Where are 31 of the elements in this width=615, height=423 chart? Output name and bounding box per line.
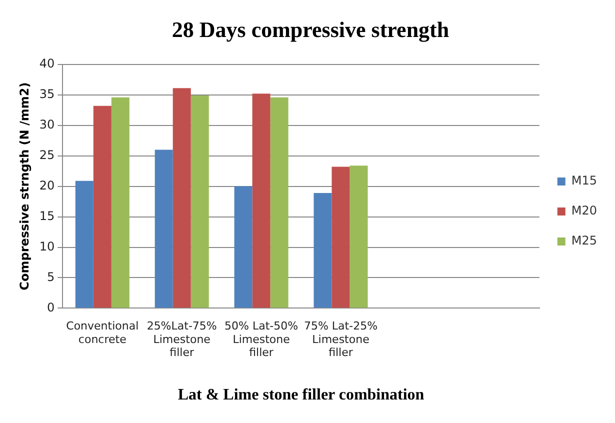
y-tick-label: 5 <box>47 270 55 284</box>
bar <box>350 166 368 308</box>
y-tick-label: 30 <box>39 117 55 132</box>
x-tick-label: Conventional concrete <box>66 320 139 346</box>
y-tick-label: 10 <box>39 239 55 254</box>
y-tick-label: 0 <box>47 300 55 314</box>
bar <box>172 88 191 308</box>
y-tick-label: 25 <box>39 148 55 162</box>
x-axis-title: Lat & Lime stone filler combination <box>178 386 424 404</box>
bar <box>154 150 173 308</box>
legend-label: M20 <box>571 204 597 218</box>
bar <box>234 186 252 308</box>
bar <box>93 106 112 308</box>
chart-title: 28 Days compressive strength <box>172 16 450 42</box>
y-axis-title: Compressive strngth (N /mm2) <box>17 82 32 290</box>
legend-label: M25 <box>571 234 597 248</box>
y-tick-label: 40 <box>39 56 55 71</box>
bar <box>111 97 130 308</box>
bar <box>190 95 209 308</box>
y-tick-label: 20 <box>39 178 55 192</box>
legend-label: M15 <box>571 174 597 188</box>
bar <box>314 193 332 308</box>
bar <box>75 180 94 308</box>
y-tick-label: 35 <box>39 87 55 101</box>
x-tick-label: 75% Lat-25% Limestone filler <box>304 320 378 360</box>
bar <box>252 94 270 308</box>
bar <box>332 166 350 308</box>
x-tick-label: 50% Lat-50% Limestone filler <box>224 320 298 360</box>
x-tick-label: 25%Lat-75% Limestone filler <box>146 320 217 360</box>
y-tick-label: 15 <box>39 208 55 223</box>
bar <box>270 97 288 308</box>
